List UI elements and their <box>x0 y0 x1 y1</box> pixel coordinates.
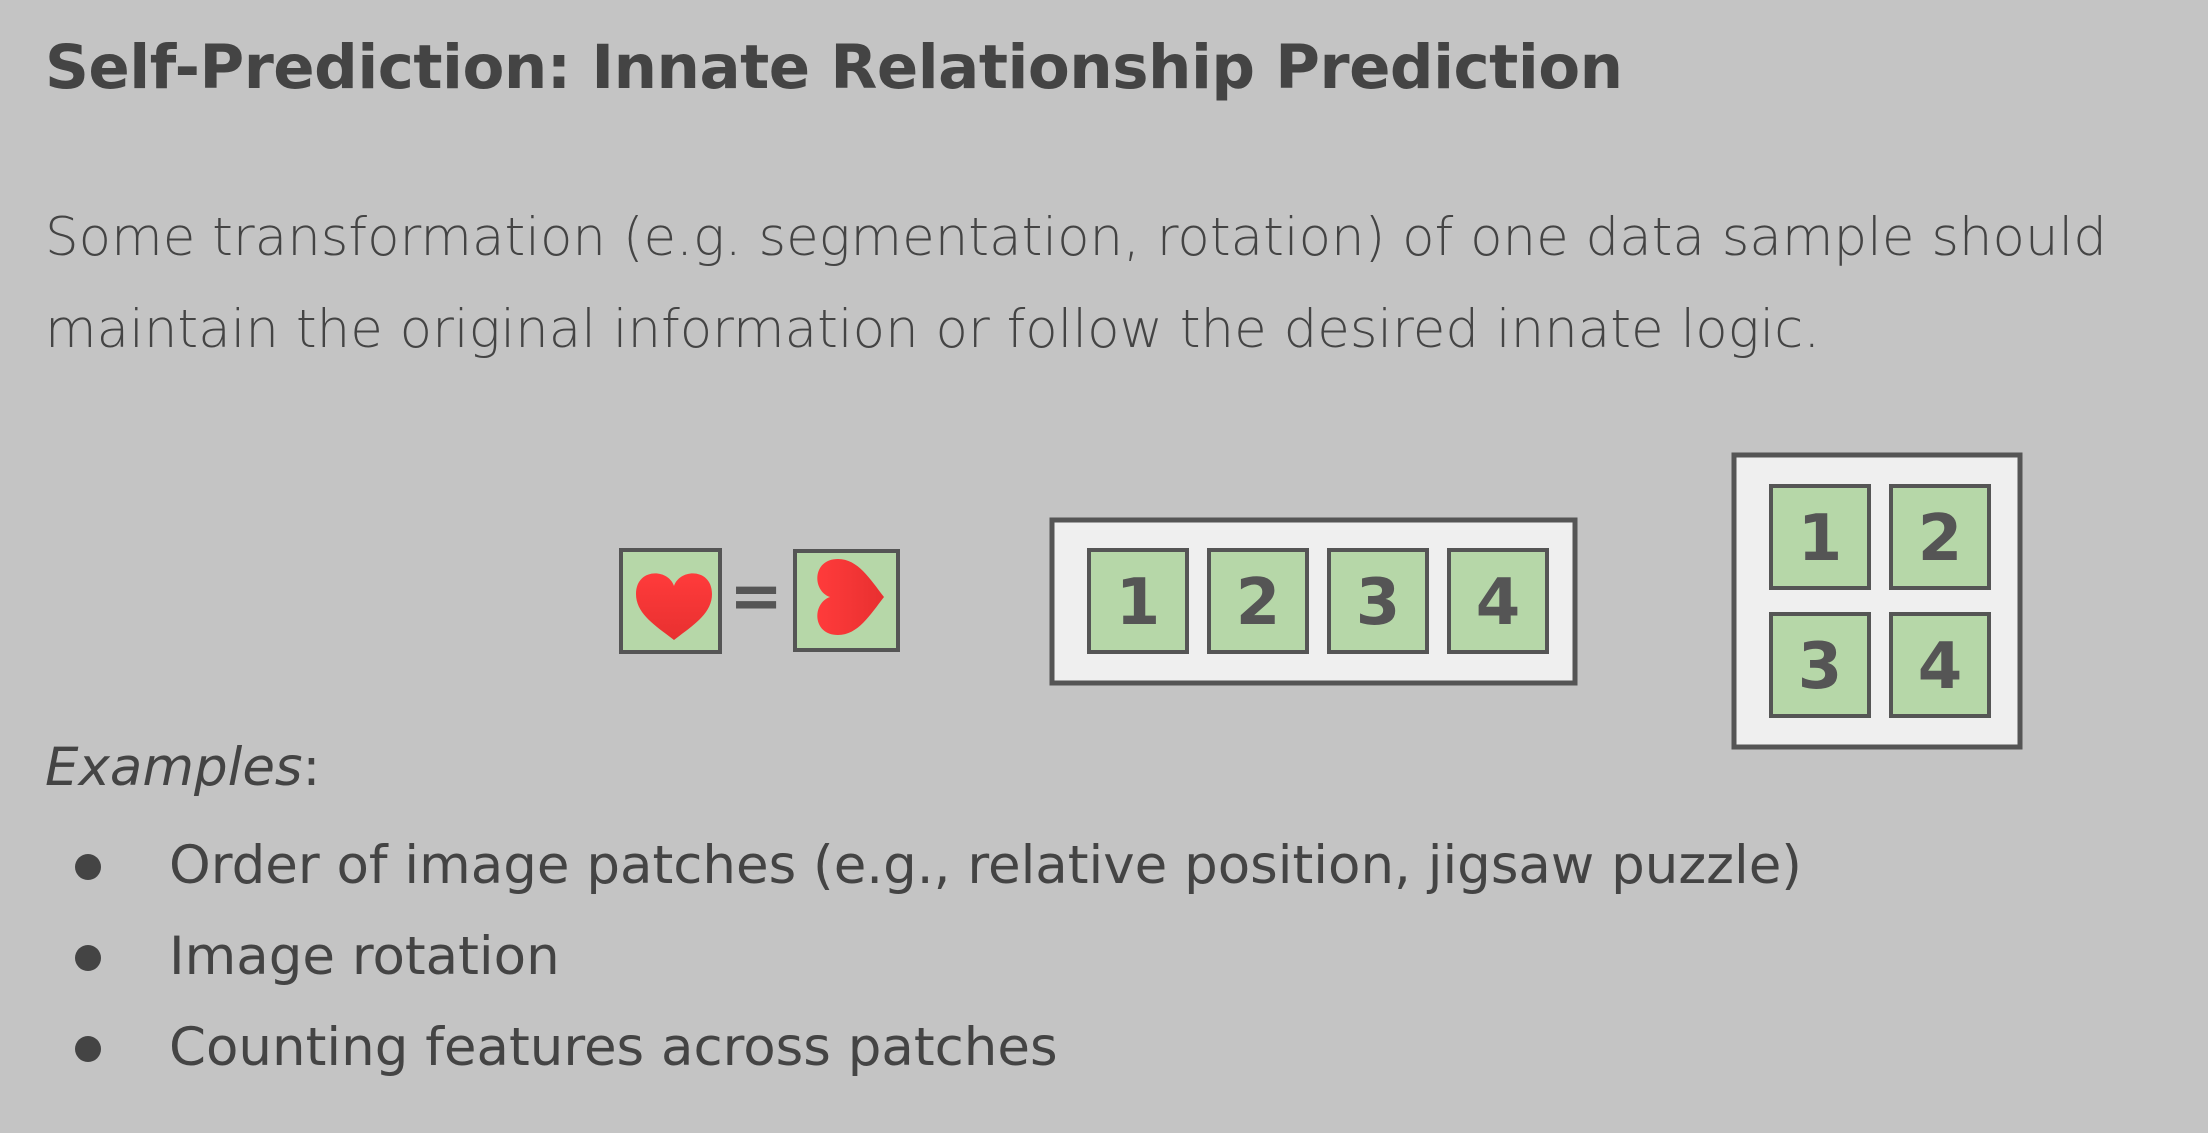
grid-patch: 1 <box>1769 484 1871 590</box>
examples-label: Examples: <box>45 737 320 798</box>
row-patch-label: 2 <box>1236 566 1281 640</box>
row-patch: 1 <box>1087 548 1189 654</box>
slide-title: Self-Prediction: Innate Relationship Pre… <box>45 32 1623 103</box>
patch-grid-frame: 1 2 3 4 <box>1731 452 2023 750</box>
patch-row-frame: 1 2 3 4 <box>1049 517 1578 686</box>
grid-patch-label: 3 <box>1798 630 1843 704</box>
bullet-icon <box>75 854 101 880</box>
equals-sign: = <box>729 560 783 634</box>
description-line: maintain the original information or fol… <box>45 299 1821 360</box>
description-line: Some transformation (e.g. segmentation, … <box>45 207 2107 268</box>
heart-patch-rotated <box>793 549 900 652</box>
heart-icon <box>636 573 712 640</box>
description: Some transformation (e.g. segmentation, … <box>45 192 2125 376</box>
grid-patch-label: 4 <box>1918 630 1963 704</box>
bullet-icon <box>75 945 101 971</box>
grid-patch-label: 1 <box>1798 502 1843 576</box>
rotated-heart-icon <box>817 559 884 635</box>
row-patch-label: 3 <box>1356 566 1401 640</box>
row-patch-label: 1 <box>1116 566 1161 640</box>
row-patch: 3 <box>1327 548 1429 654</box>
grid-patch-label: 2 <box>1918 502 1963 576</box>
grid-patch: 2 <box>1889 484 1991 590</box>
grid-patch: 4 <box>1889 612 1991 718</box>
row-patch: 2 <box>1207 548 1309 654</box>
examples-label-colon: : <box>302 737 321 798</box>
heart-patch-original <box>619 548 722 654</box>
example-text: Counting features across patches <box>169 1017 1058 1078</box>
example-text: Image rotation <box>169 926 560 987</box>
bullet-icon <box>75 1036 101 1062</box>
example-text: Order of image patches (e.g., relative p… <box>169 835 1802 896</box>
row-patch: 4 <box>1447 548 1549 654</box>
row-patch-label: 4 <box>1476 566 1521 640</box>
examples-label-text: Examples <box>45 737 303 798</box>
grid-patch: 3 <box>1769 612 1871 718</box>
